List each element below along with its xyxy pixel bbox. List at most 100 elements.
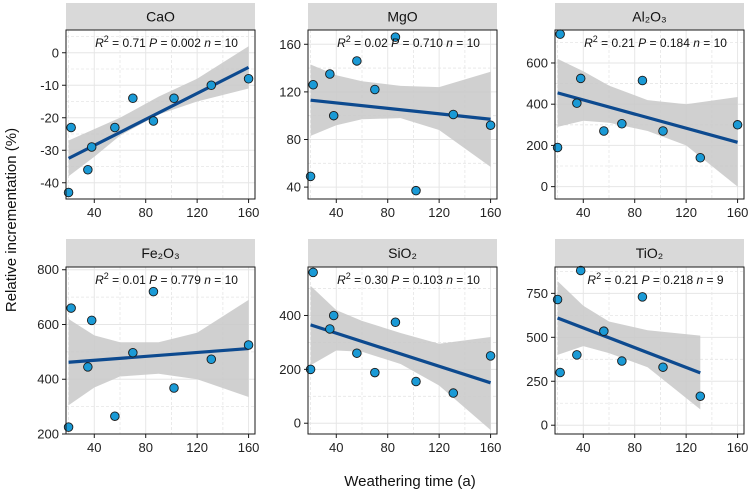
- panel-6: TiO₂ 40 80 120 160 0 250 500 750 R2 = 0.21 P = 0.…: [526, 239, 748, 455]
- gridlines: [66, 30, 255, 199]
- x-tick-label: 80: [627, 205, 641, 220]
- x-tick-label: 120: [428, 440, 450, 455]
- panel-border: [307, 29, 498, 200]
- data-point: [128, 347, 138, 358]
- panel-title: MgO: [387, 9, 417, 25]
- strip-header: [555, 239, 744, 267]
- stats-annotation: R2 = 0.21 P = 0.184 n = 10: [584, 34, 727, 50]
- data-point: [128, 93, 138, 103]
- data-point: [637, 292, 648, 302]
- panel-border: [307, 266, 498, 435]
- data-point: [370, 84, 380, 95]
- y-tick-label: 250: [526, 374, 548, 389]
- data-point: [243, 340, 254, 350]
- data-point: [206, 80, 217, 90]
- data-point: [243, 73, 254, 84]
- data-point: [169, 93, 179, 103]
- y-tick-label: 40: [287, 180, 301, 195]
- stats-annotation: R2 = 0.21 P = 0.218 n = 9: [587, 271, 723, 287]
- data-point: [148, 116, 159, 126]
- x-tick-label: 160: [727, 205, 749, 220]
- y-tick-label: 200: [279, 362, 301, 377]
- x-tick-label: 40: [576, 205, 590, 220]
- data-point: [572, 98, 582, 108]
- data-point: [485, 351, 496, 361]
- regression-line: [310, 98, 491, 121]
- y-tick-label: 200: [526, 138, 548, 153]
- y-tick-label: -20: [40, 110, 59, 125]
- y-tick-label: 0: [52, 45, 59, 60]
- x-tick-label: 40: [87, 440, 101, 455]
- x-tick-label: 120: [675, 205, 697, 220]
- data-point: [325, 324, 335, 334]
- y-tick-label: -30: [40, 143, 59, 158]
- data-point: [555, 29, 565, 39]
- y-tick-label: 0: [294, 416, 301, 431]
- x-tick-label: 40: [87, 205, 101, 220]
- x-tick-label: 40: [576, 440, 590, 455]
- data-point: [66, 303, 76, 313]
- x-tick-label: 80: [380, 440, 394, 455]
- y-tick-label: 400: [526, 97, 548, 112]
- panel-5: SiO₂ 40 80 120 160 0 200 400 R2 = 0.30 P = 0.103…: [279, 239, 501, 455]
- y-tick-label: 120: [279, 84, 301, 99]
- strip-header: [66, 3, 255, 30]
- data-point: [575, 265, 586, 276]
- x-tick-label: 160: [727, 440, 749, 455]
- data-point: [83, 362, 93, 372]
- data-point: [555, 367, 565, 378]
- x-tick-label: 160: [238, 205, 260, 220]
- panel-title: Fe₂O₃: [141, 245, 179, 261]
- panel-3: Al₂O₃ 40 80 120 160 0 200 400 600 R2 = 0.21 P = 0…: [526, 3, 748, 220]
- x-tick-label: 80: [627, 440, 641, 455]
- data-point: [328, 310, 339, 321]
- regression-line: [310, 323, 492, 385]
- y-tick-label: 600: [37, 317, 59, 332]
- data-point: [599, 126, 609, 136]
- x-tick-label: 160: [480, 205, 502, 220]
- y-tick-label: 500: [526, 330, 548, 345]
- data-point: [148, 286, 159, 297]
- stats-annotation: R2 = 0.71 P = 0.002 n = 10: [95, 34, 238, 50]
- data-point: [206, 354, 217, 365]
- strip-header: [308, 239, 497, 267]
- panel-border: [65, 266, 256, 435]
- x-tick-label: 80: [138, 440, 152, 455]
- y-tick-label: -10: [40, 78, 59, 93]
- confidence-band: [310, 64, 491, 167]
- data-point: [390, 317, 401, 327]
- x-axis-title: Weathering time (a): [344, 473, 475, 490]
- panel-title: CaO: [146, 9, 175, 25]
- regression-line: [67, 65, 250, 160]
- data-point: [110, 122, 120, 133]
- data-point: [732, 120, 743, 130]
- data-point: [308, 267, 318, 278]
- stats-annotation: R2 = 0.30 P = 0.103 n = 10: [337, 271, 480, 287]
- data-point: [637, 75, 648, 86]
- data-point: [695, 153, 706, 163]
- regression-line: [556, 316, 701, 375]
- data-point: [66, 122, 76, 133]
- panel-2: MgO 40 80 120 160 40 80 120 160 R2 = 0.02 P = 0.7…: [279, 3, 501, 220]
- y-tick-label: 160: [279, 37, 301, 52]
- y-tick-label: 600: [526, 55, 548, 70]
- strip-header: [555, 3, 744, 30]
- data-point: [485, 120, 496, 130]
- data-point: [575, 73, 586, 84]
- confidence-band: [68, 299, 249, 406]
- data-point: [599, 326, 609, 336]
- panel-4: Fe₂O₃ 40 80 120 160 200 400 600 800 R2 = 0.01 P =…: [37, 239, 259, 455]
- x-tick-label: 120: [428, 205, 450, 220]
- x-tick-label: 40: [329, 440, 343, 455]
- y-tick-label: 750: [526, 286, 548, 301]
- data-point: [617, 356, 627, 366]
- data-point: [658, 362, 668, 372]
- y-tick-label: 400: [37, 372, 59, 387]
- data-point: [448, 109, 459, 120]
- data-point: [695, 391, 706, 401]
- x-tick-label: 80: [138, 205, 152, 220]
- data-point: [370, 367, 380, 378]
- data-point: [86, 142, 97, 152]
- data-point: [83, 164, 93, 175]
